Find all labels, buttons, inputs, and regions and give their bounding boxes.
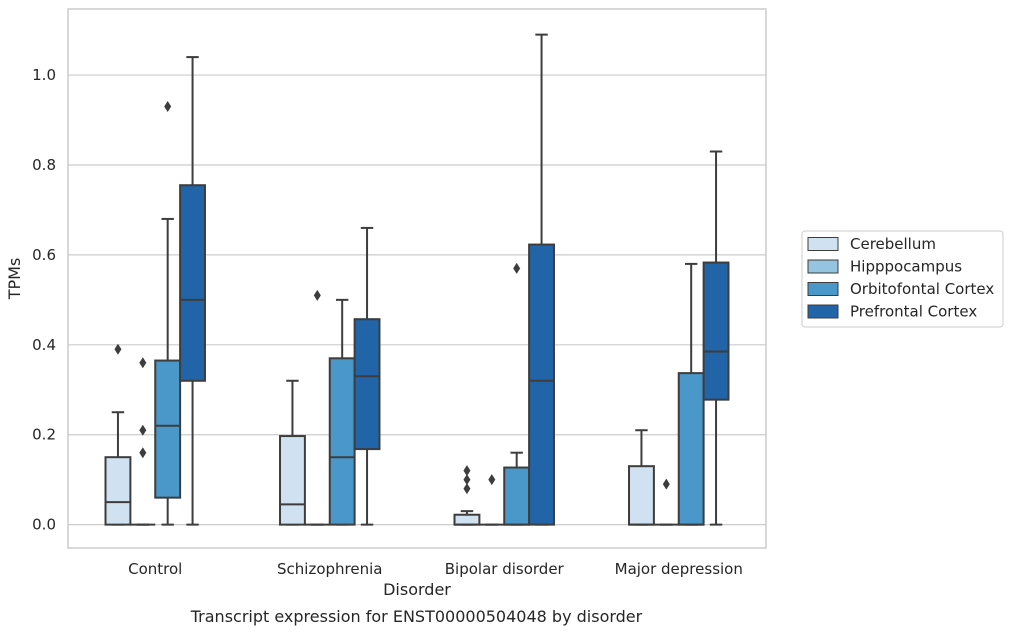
box-body <box>353 318 381 451</box>
outlier-marker <box>139 447 147 459</box>
box-hipppocampus <box>304 289 330 526</box>
box-hipppocampus <box>130 357 156 526</box>
box-body <box>628 465 655 526</box>
box-body <box>328 357 356 526</box>
chart-caption: Transcript expression for ENST0000050404… <box>190 607 643 626</box>
outlier-marker <box>164 101 172 113</box>
legend-swatch <box>807 304 839 319</box>
y-tick-label: 0.2 <box>32 426 56 444</box>
box-body <box>503 466 531 526</box>
box-hipppocampus <box>653 478 679 526</box>
y-axis-ticks: 0.0 0.2 0.4 0.6 0.8 1.0 <box>32 66 56 534</box>
box-orbitofontal-cortex <box>328 298 356 526</box>
outlier-marker <box>662 478 670 490</box>
box-prefrontal-cortex <box>702 150 730 526</box>
outlier-marker <box>139 424 147 436</box>
box-prefrontal-cortex <box>528 33 555 526</box>
box-body <box>702 261 730 401</box>
x-tick-label: Major depression <box>615 560 743 578</box>
box-body <box>154 359 182 499</box>
legend-label: Cerebellum <box>850 235 936 253</box>
box-orbitofontal-cortex <box>154 101 182 526</box>
outlier-marker <box>463 483 471 495</box>
legend-label: Prefrontal Cortex <box>850 303 977 321</box>
outlier-marker <box>114 343 122 355</box>
box-hipppocampus <box>479 474 505 526</box>
box-prefrontal-cortex <box>353 226 381 526</box>
outlier-marker <box>513 262 521 274</box>
y-axis-label: TPMs <box>5 258 24 301</box>
legend-items: Cerebellum Hipppocampus Orbitofontal Corte… <box>807 235 994 321</box>
legend-swatch <box>807 282 839 296</box>
outlier-marker <box>139 357 147 369</box>
x-tick-label: Schizophrenia <box>277 560 382 578</box>
legend-frame <box>801 230 1004 328</box>
x-tick-label: Bipolar disorder <box>445 560 565 578</box>
outlier-marker <box>488 474 496 486</box>
box-body <box>528 243 555 526</box>
x-tick-label: Control <box>128 560 182 578</box>
y-tick-label: 0.4 <box>32 336 56 354</box>
box-cerebellum <box>279 379 306 526</box>
boxplot-marks <box>104 33 730 526</box>
box-cerebellum <box>628 429 655 526</box>
y-tick-label: 1.0 <box>32 66 56 84</box>
plot-area-frame <box>67 8 767 549</box>
y-tick-label: 0.8 <box>32 156 56 174</box>
box-body <box>279 435 306 526</box>
y-tick-label: 0.6 <box>32 246 56 264</box>
box-body <box>453 513 481 526</box>
legend-label: Orbitofontal Cortex <box>850 280 994 298</box>
outlier-marker <box>463 465 471 477</box>
legend-label: Hipppocampus <box>850 258 962 276</box>
x-axis-ticks: Control Schizophrenia Bipolar disorder Majo… <box>128 560 743 578</box>
box-body <box>104 456 132 526</box>
outlier-marker <box>313 289 321 301</box>
x-axis-label: Disorder <box>383 580 451 599</box>
legend-swatch <box>807 237 839 251</box>
box-orbitofontal-cortex <box>503 262 531 526</box>
box-body <box>677 372 705 526</box>
box-prefrontal-cortex <box>179 56 206 526</box>
box-cerebellum <box>104 343 132 526</box>
outlier-marker <box>463 474 471 486</box>
legend-swatch <box>807 259 839 274</box>
legend: Cerebellum Hipppocampus Orbitofontal Corte… <box>801 230 1004 328</box>
box-body <box>179 184 206 382</box>
y-tick-label: 0.0 <box>32 516 56 534</box>
box-orbitofontal-cortex <box>677 262 705 526</box>
box-cerebellum <box>453 465 481 526</box>
